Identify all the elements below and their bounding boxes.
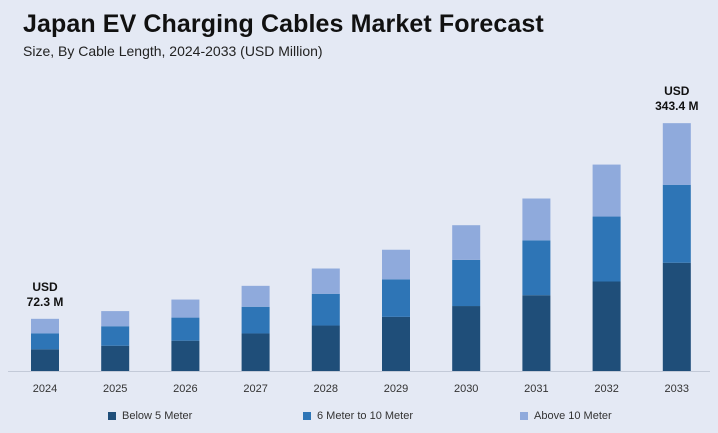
- chart-title: Japan EV Charging Cables Market Forecast: [23, 10, 544, 38]
- bar-segment-2025-series-2: [101, 311, 130, 327]
- bar-segment-2027-series-1: [241, 306, 270, 334]
- legend-label: 6 Meter to 10 Meter: [317, 410, 413, 422]
- bar-segment-2032-series-0: [592, 281, 621, 371]
- chart-subtitle: Size, By Cable Length, 2024-2033 (USD Mi…: [23, 43, 323, 59]
- x-tick-label-2031: 2031: [524, 383, 548, 395]
- bar-segment-2028-series-2: [311, 268, 340, 294]
- annotation-label-2033: USD: [664, 84, 690, 98]
- bar-segment-2027-series-2: [241, 285, 270, 307]
- legend-label: Below 5 Meter: [122, 410, 193, 422]
- bar-segment-2027-series-0: [241, 333, 270, 371]
- annotation-value-2033: 343.4 M: [655, 99, 698, 113]
- legend-item-above-10-meter: Above 10 Meter: [520, 410, 612, 422]
- bar-segment-2030-series-0: [452, 306, 481, 371]
- bar-segment-2032-series-1: [592, 216, 621, 282]
- bar-segment-2026-series-1: [171, 317, 200, 341]
- bar-segment-2025-series-1: [101, 326, 130, 346]
- legend: Below 5 Meter 6 Meter to 10 Meter Above …: [0, 410, 718, 428]
- bar-segment-2033-series-1: [662, 184, 691, 263]
- legend-label: Above 10 Meter: [534, 410, 612, 422]
- x-tick-label-2026: 2026: [173, 383, 197, 395]
- bar-segment-2024-series-0: [31, 349, 59, 371]
- bar-segment-2024-series-2: [31, 318, 59, 334]
- bar-segment-2031-series-0: [522, 295, 551, 371]
- legend-swatch: [108, 412, 116, 420]
- bar-segment-2029-series-1: [382, 279, 410, 317]
- x-tick-label-2028: 2028: [314, 383, 338, 395]
- legend-item-below-5-meter: Below 5 Meter: [108, 410, 192, 422]
- bar-segment-2033-series-2: [662, 123, 691, 185]
- bar-segment-2030-series-2: [452, 225, 481, 260]
- bar-segment-2028-series-1: [311, 293, 340, 326]
- x-tick-label-2027: 2027: [243, 383, 267, 395]
- bar-segment-2031-series-1: [522, 240, 551, 296]
- legend-swatch: [520, 412, 528, 420]
- annotation-value-2024: 72.3 M: [27, 295, 64, 309]
- x-tick-label-2029: 2029: [384, 383, 408, 395]
- bar-segment-2030-series-1: [452, 259, 481, 307]
- bar-segment-2033-series-0: [662, 262, 691, 371]
- bar-segment-2031-series-2: [522, 198, 551, 241]
- x-tick-label-2033: 2033: [665, 383, 689, 395]
- legend-swatch: [303, 412, 311, 420]
- x-tick-label-2024: 2024: [33, 383, 57, 395]
- bar-segment-2032-series-2: [592, 164, 621, 217]
- bar-segment-2026-series-2: [171, 299, 200, 318]
- x-tick-label-2030: 2030: [454, 383, 478, 395]
- bar-segment-2028-series-0: [311, 325, 340, 371]
- bar-segment-2026-series-0: [171, 340, 200, 371]
- x-tick-label-2025: 2025: [103, 383, 127, 395]
- bar-segment-2029-series-2: [382, 249, 410, 280]
- bar-segment-2024-series-1: [31, 333, 59, 350]
- bar-segment-2025-series-0: [101, 345, 130, 371]
- legend-item-6-to-10-meter: 6 Meter to 10 Meter: [303, 410, 413, 422]
- annotation-label-2024: USD: [32, 280, 58, 294]
- bar-segment-2029-series-0: [382, 316, 410, 371]
- x-tick-label-2032: 2032: [594, 383, 618, 395]
